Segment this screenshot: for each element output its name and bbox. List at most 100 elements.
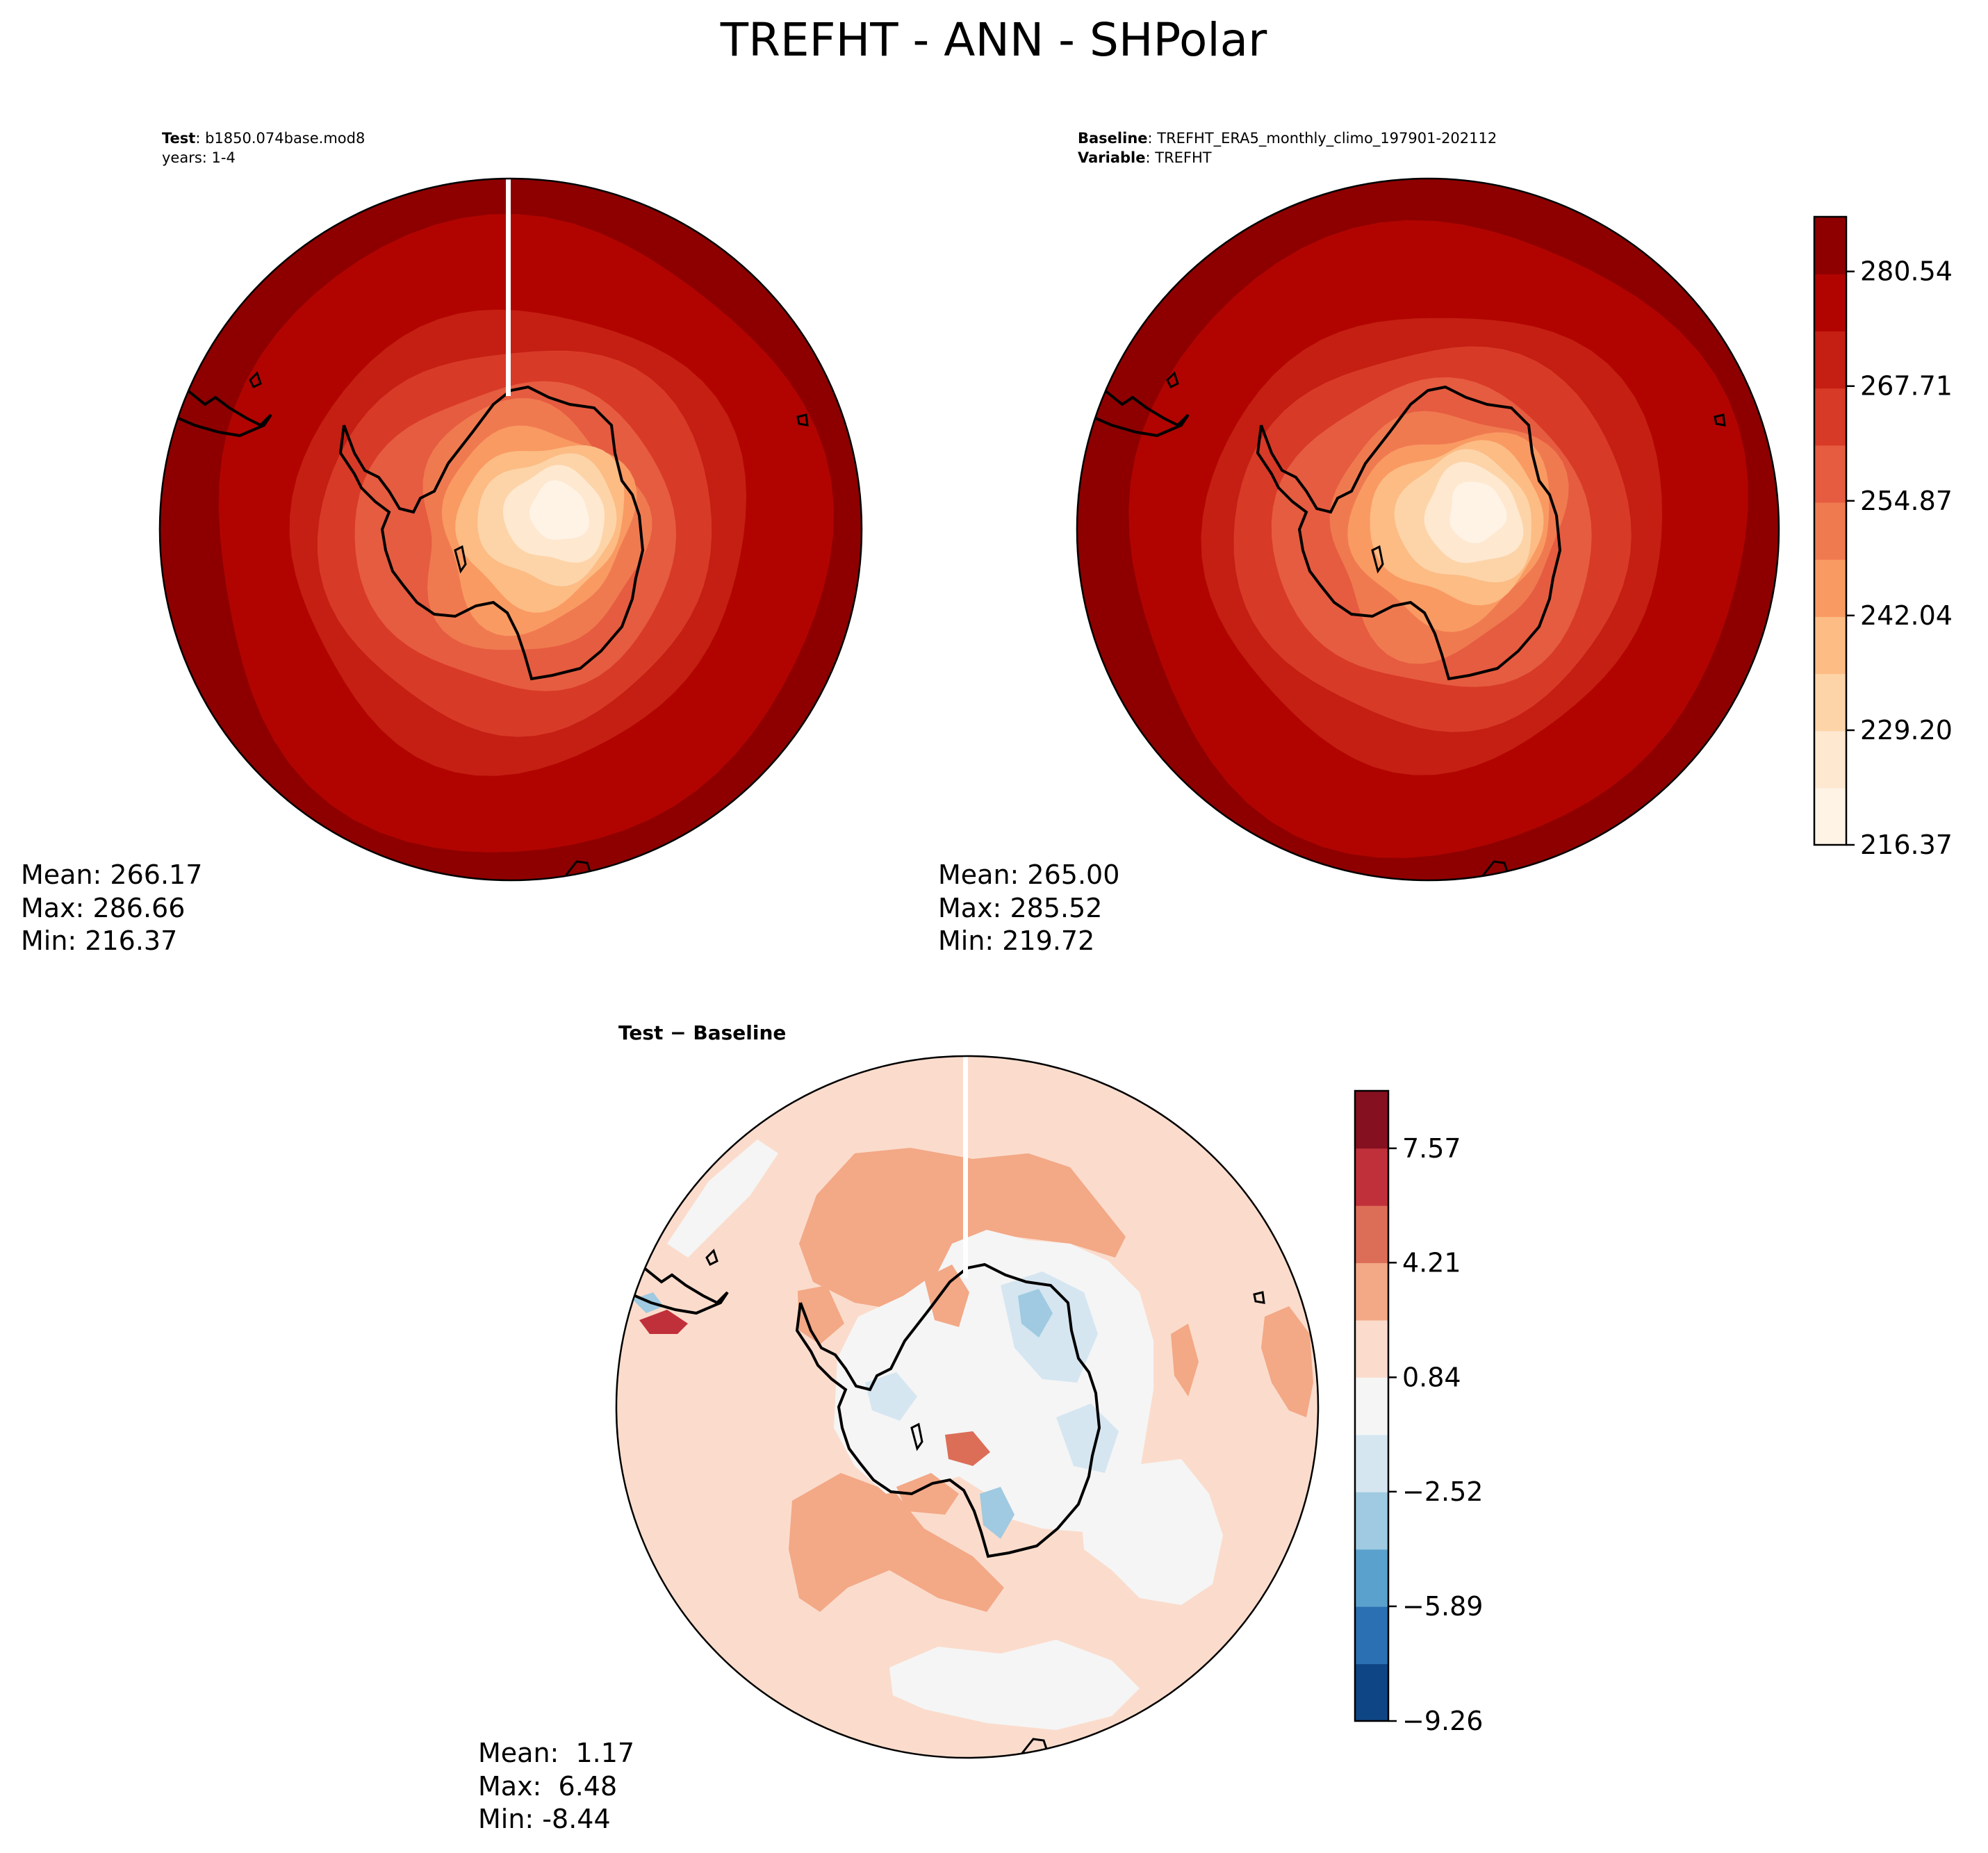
new-zealand-tip-outline bbox=[1481, 860, 1509, 880]
colorbar-band bbox=[1355, 1319, 1388, 1378]
diff-title-key: Test bbox=[618, 1021, 663, 1044]
test-label-key: Test bbox=[162, 130, 195, 147]
colorbar-band bbox=[1355, 1205, 1388, 1263]
colorbar-band bbox=[1355, 1377, 1388, 1435]
ice-shelf-island-outline bbox=[1371, 545, 1384, 574]
baseline-variable-value: : TREFHT bbox=[1145, 149, 1211, 166]
colorbar-band bbox=[1355, 1663, 1388, 1722]
test-years-label: years: 1-4 bbox=[162, 149, 236, 166]
new-zealand-tip-outline bbox=[564, 860, 592, 880]
colorbar-band bbox=[1814, 730, 1846, 789]
baseline-min: Min: 219.72 bbox=[938, 925, 1094, 956]
colorbar-tick-label: 7.57 bbox=[1402, 1133, 1461, 1164]
colorbar-tick-label: −9.26 bbox=[1402, 1706, 1483, 1736]
colorbar-band bbox=[1814, 787, 1846, 846]
absolute-colorbar: 216.37 229.20 242.04 254.87 267.71 280.54 bbox=[1813, 215, 1953, 860]
colorbar-tick-label: 0.84 bbox=[1402, 1362, 1461, 1392]
colorbar-band bbox=[1355, 1091, 1388, 1149]
test-bands bbox=[160, 179, 862, 880]
colorbar-tick-label: −2.52 bbox=[1402, 1476, 1483, 1507]
test-mean: Mean: 266.17 bbox=[21, 859, 202, 890]
diff-panel: Test − Baseline bbox=[478, 1021, 1320, 1834]
colorbar-band bbox=[1814, 616, 1846, 675]
colorbar-band bbox=[1814, 331, 1846, 389]
diff-cool-patch-2 bbox=[1056, 1403, 1119, 1473]
diff-hot-antarctic-patch bbox=[945, 1431, 990, 1466]
diff-mean: Mean: 1.17 bbox=[478, 1738, 634, 1768]
temperature-band bbox=[529, 480, 589, 540]
colorbar-tick-label: 254.87 bbox=[1860, 486, 1953, 516]
diff-warm-patch-north bbox=[799, 1148, 1126, 1310]
baseline-variable-key: Variable bbox=[1078, 149, 1145, 166]
test-label-value: : b1850.074base.mod8 bbox=[195, 130, 365, 147]
falkland-islands-outline bbox=[705, 1249, 718, 1267]
baseline-map bbox=[1077, 179, 1779, 880]
test-max: Max: 286.66 bbox=[21, 893, 185, 923]
diff-warm-patch-southwest bbox=[789, 1473, 1004, 1612]
diff-warm-patch-northeast bbox=[1171, 1324, 1199, 1397]
absolute-colorbar-bands bbox=[1814, 217, 1846, 846]
baseline-bands bbox=[1077, 179, 1779, 880]
test-map-border bbox=[158, 177, 863, 882]
difference-colorbar-frame bbox=[1354, 1089, 1390, 1722]
colorbar-band bbox=[1355, 1549, 1388, 1607]
colorbar-band bbox=[1355, 1606, 1388, 1665]
diff-title-rest: − Baseline bbox=[663, 1021, 786, 1044]
colorbar-band bbox=[1814, 445, 1846, 503]
absolute-colorbar-ticks: 216.37 229.20 242.04 254.87 267.71 280.54 bbox=[1846, 256, 1953, 860]
falkland-islands-outline bbox=[249, 371, 262, 389]
colorbar-tick-label: 242.04 bbox=[1860, 600, 1953, 631]
baseline-panel-label: Baseline: TREFHT_ERA5_monthly_climo_1979… bbox=[1078, 130, 1497, 147]
diff-warm-patch-east bbox=[1261, 1306, 1313, 1417]
diff-cool-patch-4 bbox=[865, 1372, 917, 1421]
colorbar-band bbox=[1355, 1492, 1388, 1550]
diff-hot-peninsula-patch bbox=[639, 1310, 688, 1334]
test-map bbox=[160, 179, 862, 880]
diff-cool-patch-5 bbox=[980, 1487, 1014, 1539]
difference-colorbar: −9.26 −5.89 −2.52 0.84 4.21 7.57 bbox=[1354, 1089, 1483, 1736]
diff-warm-antarctic-patch-1 bbox=[924, 1265, 969, 1327]
difference-colorbar-ticks: −9.26 −5.89 −2.52 0.84 4.21 7.57 bbox=[1388, 1133, 1483, 1736]
baseline-label-key: Baseline bbox=[1078, 130, 1148, 147]
colorbar-band bbox=[1814, 559, 1846, 617]
ice-shelf-island-outline bbox=[454, 545, 467, 574]
colorbar-band bbox=[1814, 274, 1846, 331]
diff-map bbox=[616, 1056, 1318, 1758]
colorbar-band bbox=[1814, 217, 1846, 274]
baseline-panel: Baseline: TREFHT_ERA5_monthly_climo_1979… bbox=[938, 130, 1780, 956]
diff-panel-title: Test − Baseline bbox=[618, 1021, 786, 1044]
colorbar-band bbox=[1355, 1434, 1388, 1492]
diff-seam-line bbox=[963, 1056, 968, 1278]
test-panel: Test: b1850.074base.mod8 years: 1-4 Mean… bbox=[21, 130, 863, 956]
temperature-band bbox=[1449, 481, 1507, 543]
kerguelen-island-outline bbox=[1253, 1291, 1265, 1304]
baseline-antarctica-coastline bbox=[1256, 385, 1562, 681]
diff-neutral-patch-south bbox=[889, 1640, 1140, 1730]
baseline-max: Max: 285.52 bbox=[938, 893, 1102, 923]
colorbar-band bbox=[1355, 1148, 1388, 1206]
baseline-map-border bbox=[1076, 177, 1780, 882]
diff-cool-patch-3 bbox=[1018, 1289, 1053, 1337]
colorbar-tick-label: 4.21 bbox=[1402, 1247, 1461, 1278]
colorbar-tick-label: 280.54 bbox=[1860, 256, 1953, 287]
diff-antarctica-coastline bbox=[795, 1262, 1101, 1558]
colorbar-tick-label: 267.71 bbox=[1860, 371, 1953, 402]
kerguelen-island-outline bbox=[1714, 413, 1726, 427]
absolute-colorbar-frame bbox=[1813, 215, 1848, 846]
figure-title: TREFHT - ANN - SHPolar bbox=[720, 13, 1267, 67]
kerguelen-island-outline bbox=[796, 413, 809, 427]
colorbar-band bbox=[1814, 502, 1846, 560]
colorbar-band bbox=[1814, 388, 1846, 446]
colorbar-band bbox=[1355, 1262, 1388, 1321]
diff-map-border bbox=[615, 1055, 1320, 1759]
baseline-label-value: : TREFHT_ERA5_monthly_climo_197901-20211… bbox=[1148, 130, 1497, 147]
diff-warm-antarctic-patch-2 bbox=[896, 1473, 959, 1515]
baseline-mean: Mean: 265.00 bbox=[938, 859, 1119, 890]
test-min: Min: 216.37 bbox=[21, 925, 177, 956]
difference-colorbar-bands bbox=[1355, 1091, 1388, 1722]
diff-min: Min: -8.44 bbox=[478, 1804, 611, 1834]
test-seam-line bbox=[506, 179, 511, 396]
test-panel-label: Test: b1850.074base.mod8 bbox=[162, 130, 365, 147]
falkland-islands-outline bbox=[1166, 371, 1179, 389]
